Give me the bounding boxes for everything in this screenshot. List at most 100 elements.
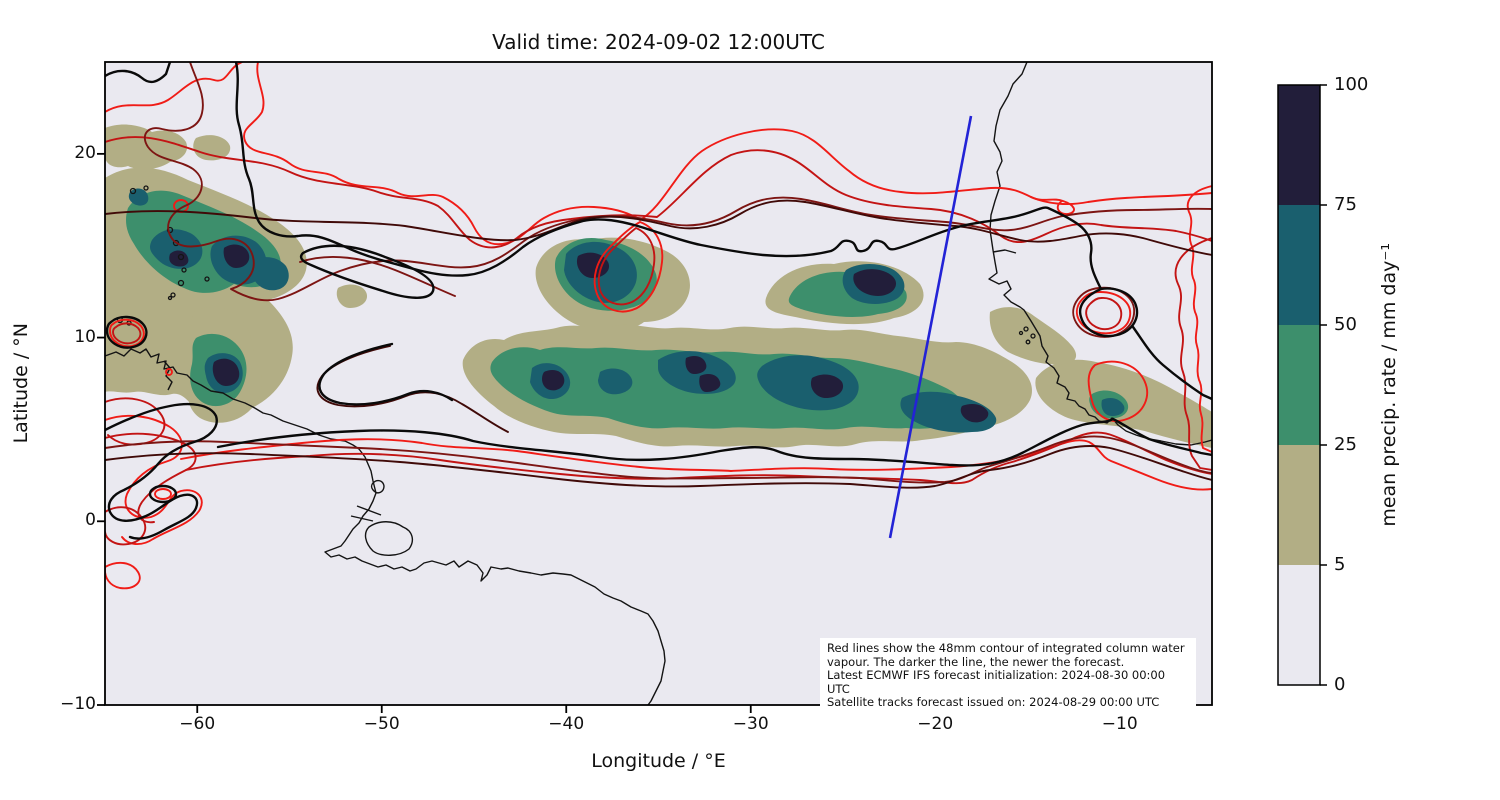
- y-tick-label: 10: [74, 326, 96, 347]
- iwv-contour-newest-path: [105, 315, 148, 349]
- precip-fill-75-100: [542, 370, 565, 391]
- colorbar-segment: [1278, 325, 1320, 446]
- iwv-contour-older-path: [105, 397, 166, 446]
- iwv-contour-newest-path: [234, 62, 1103, 291]
- precip-fill-50-75: [900, 391, 997, 433]
- satellite-track-line: [888, 115, 973, 539]
- y-tick-label: 20: [74, 142, 96, 163]
- iwv-contour-older-path: [105, 136, 1212, 249]
- precip-fill-50-75: [150, 229, 203, 269]
- coastline-path: [163, 360, 173, 391]
- island-outline: [170, 292, 176, 298]
- iwv-contour-oldest-path: [154, 488, 172, 500]
- y-tick-label: 0: [85, 510, 96, 531]
- island-outline: [129, 187, 137, 195]
- iwv-contour-oldest-path: [105, 561, 141, 590]
- island-outline: [143, 185, 149, 191]
- precip-fill-75-100: [853, 269, 897, 296]
- colorbar-segment: [1278, 205, 1320, 326]
- x-tick-label: −40: [548, 714, 585, 734]
- iwv-contour-layer: [105, 62, 1212, 590]
- annotation-line: Satellite tracks forecast issued on: 202…: [827, 695, 1160, 710]
- iwv-contour-older-path: [597, 227, 656, 306]
- precip-fill-50-75: [252, 257, 289, 291]
- iwv-contour-newer-path: [105, 435, 1212, 484]
- y-axis-label: Latitude / °N: [10, 323, 32, 444]
- annotation-line: Red lines show the 48mm contour of integ…: [827, 641, 1185, 655]
- x-tick-label: −10: [1101, 714, 1138, 734]
- iwv-contour-older-path: [112, 322, 142, 345]
- iwv-contour-newer2-path: [105, 199, 806, 242]
- iwv-contour-older-path: [105, 506, 147, 546]
- iwv-contour-newest-path: [105, 402, 218, 540]
- coastline-path: [370, 479, 385, 494]
- colorbar-tick-label: 50: [1334, 314, 1357, 335]
- island-outline: [167, 295, 173, 301]
- iwv-contour-newest-path: [105, 62, 172, 84]
- precip-fill-50-75: [1101, 398, 1125, 416]
- iwv-contour-oldest-path: [1186, 185, 1212, 453]
- iwv-contour-newer2: [105, 199, 1212, 489]
- x-tick-label: −30: [732, 714, 769, 734]
- colorbar-tick-label: 100: [1334, 74, 1369, 95]
- precip-fill-50-75: [598, 368, 633, 395]
- coastline-path: [356, 505, 382, 516]
- iwv-contour-newest-path: [299, 244, 435, 299]
- x-tick-label: −60: [179, 714, 216, 734]
- coastline-path: [105, 348, 666, 705]
- iwv-contour-newer-path: [143, 62, 581, 302]
- precip-fill-75-100: [212, 358, 240, 386]
- colorbar-border: [1277, 84, 1321, 686]
- iwv-contour-older-path: [1174, 237, 1212, 471]
- iwv-contour-oldest-path: [1075, 291, 1131, 335]
- coastline-path: [992, 249, 1017, 254]
- plot-title: Valid time: 2024-09-02 12:00UTC: [492, 30, 825, 54]
- precip-fill-layer: [105, 124, 1212, 448]
- island-outline: [1030, 333, 1036, 339]
- precip-fill-5-25: [336, 284, 368, 308]
- colorbar-tick-label: 75: [1334, 194, 1357, 215]
- iwv-contour-oldest-path: [593, 221, 664, 313]
- colorbar-tick-label: 25: [1334, 434, 1357, 455]
- x-tick-label: −20: [917, 714, 954, 734]
- iwv-contour-newer2-path: [804, 201, 1212, 256]
- precip-fill-5-25: [193, 135, 231, 161]
- island-outline: [1025, 339, 1031, 345]
- iwv-contour-newest-path: [1111, 417, 1212, 457]
- iwv-contour-oldest-path: [105, 62, 243, 113]
- precip-fill-75-100: [699, 374, 721, 392]
- iwv-contour-newer: [105, 62, 1212, 484]
- iwv-contour-newest-path: [1131, 325, 1212, 401]
- island-outline: [177, 253, 185, 261]
- coastline-path: [350, 515, 374, 522]
- island-outline: [181, 267, 187, 273]
- iwv-contour-oldest-path: [1087, 360, 1149, 422]
- annotation-line: Latest ECMWF IFS forecast initialization…: [827, 668, 1166, 696]
- x-axis-label: Longitude / °E: [591, 750, 726, 772]
- coastline-layer: [105, 62, 1212, 705]
- iwv-contour-oldest-path: [165, 368, 173, 376]
- annotation-box: Red lines show the 48mm contour of integ…: [820, 638, 1196, 714]
- iwv-contour-newest-path: [318, 342, 454, 406]
- precip-fill-75-100: [960, 404, 989, 423]
- iwv-contour-oldest-path: [243, 62, 1075, 246]
- plot-border: [104, 61, 1213, 706]
- x-tick-label: −50: [363, 714, 400, 734]
- island-outline: [1018, 330, 1024, 336]
- precip-fill-5-25: [989, 307, 1077, 365]
- iwv-contour-oldest-path: [180, 438, 1212, 491]
- iwv-contour-newer-path: [1072, 286, 1135, 338]
- iwv-contour-newest: [105, 62, 1212, 540]
- iwv-contour-newer2-path: [105, 445, 1212, 489]
- colorbar-tick-label: 0: [1334, 674, 1346, 695]
- iwv-contour-newer-path: [579, 196, 1212, 232]
- island-outline: [177, 279, 185, 287]
- coastline-path: [364, 521, 414, 556]
- precip-fill-75-100: [810, 374, 844, 398]
- iwv-contour-older-path: [1085, 297, 1123, 331]
- iwv-contour-newest-path: [216, 417, 1115, 467]
- colorbar-tick-label: 5: [1334, 554, 1346, 575]
- island-outline: [204, 276, 210, 282]
